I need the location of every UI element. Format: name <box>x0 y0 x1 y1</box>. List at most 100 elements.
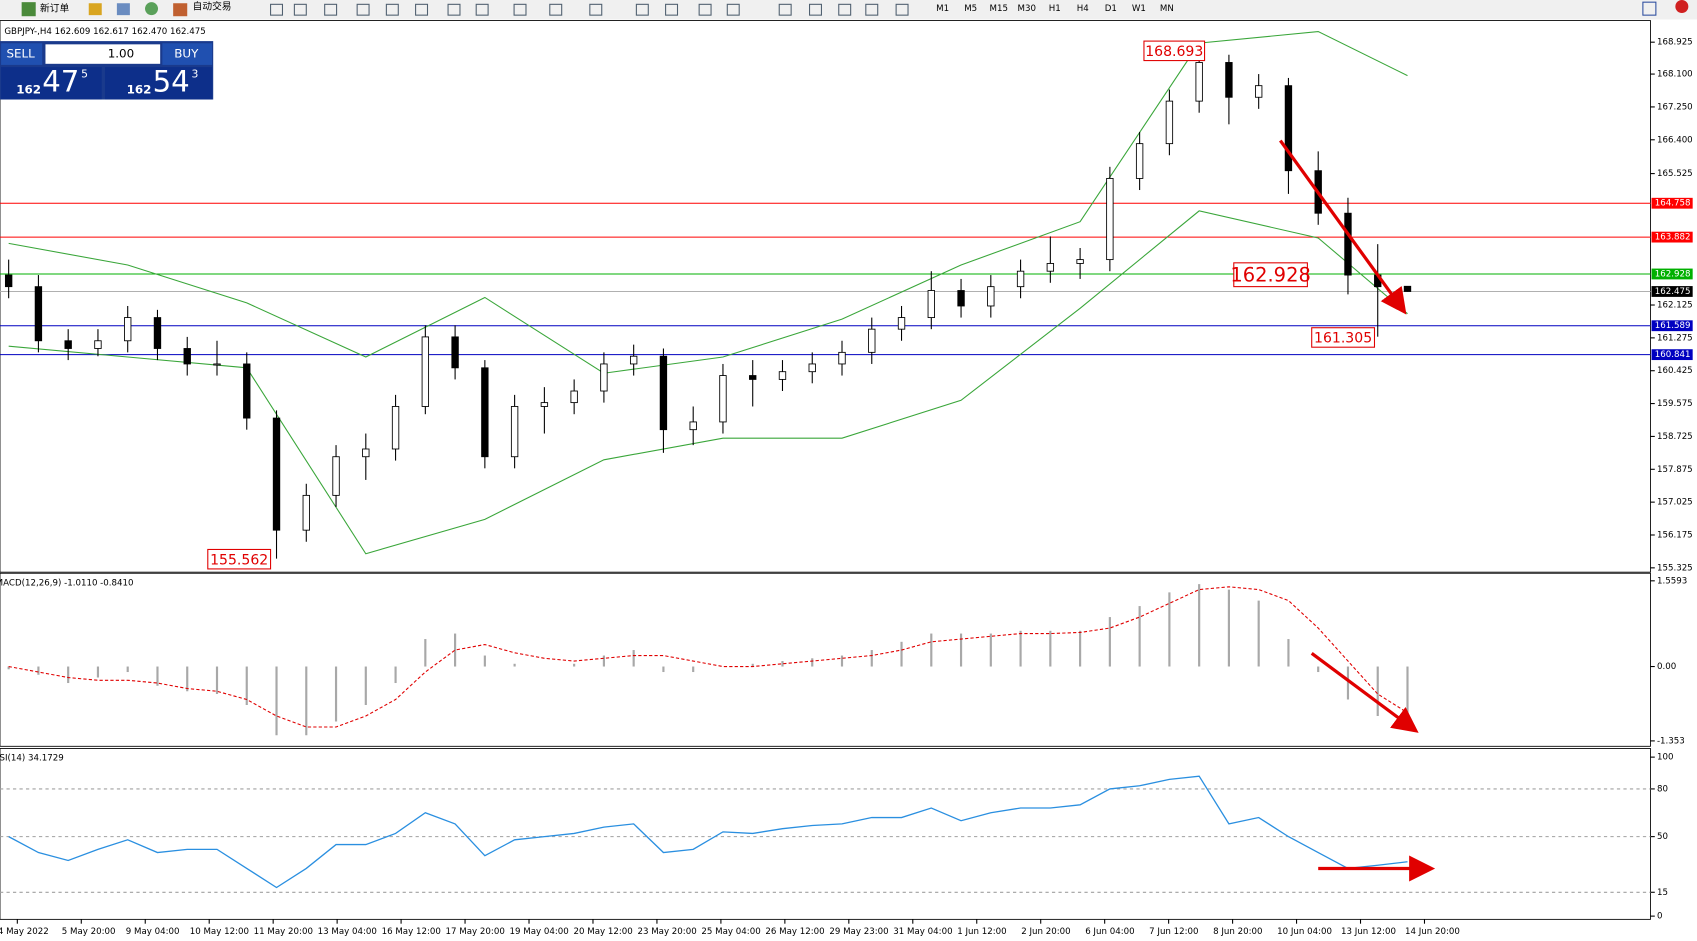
tool-icon[interactable] <box>116 3 130 16</box>
tool-icon[interactable] <box>808 3 822 16</box>
tool-icon[interactable] <box>385 3 399 16</box>
timeframe[interactable]: H4 <box>1077 4 1090 14</box>
tool-icon[interactable] <box>635 3 649 16</box>
toolbar <box>0 0 1697 20</box>
candle-body <box>1046 263 1055 272</box>
buy-big[interactable]: 162 <box>127 82 152 96</box>
level-label: 164.758 <box>1655 199 1691 209</box>
buy-main[interactable]: 54 <box>153 64 190 98</box>
x-tick-label: 1 Jun 12:00 <box>957 927 1006 937</box>
timeframe[interactable]: D1 <box>1105 4 1117 14</box>
chart-layer: 168.925 168.100 167.250 166.400 165.525 162.1… <box>0 31 1693 937</box>
new-order[interactable]: 新订单 <box>40 2 69 15</box>
tool-icon[interactable] <box>589 3 603 16</box>
y-tick-label: 156.175 <box>1657 530 1693 540</box>
candle-body <box>808 363 816 373</box>
price-annotation-box <box>1311 327 1376 348</box>
tool-icon[interactable] <box>475 3 489 16</box>
tool-icon[interactable] <box>513 3 527 16</box>
candle-body <box>34 286 43 342</box>
tool-icon[interactable] <box>270 3 284 16</box>
tool-icon[interactable] <box>356 3 370 16</box>
auto-trading[interactable]: 自动交易 <box>193 0 232 12</box>
y-tick-label: 100 <box>1657 753 1674 763</box>
buy-button[interactable] <box>162 43 213 65</box>
y-tick-label: 166.400 <box>1657 135 1693 145</box>
lots[interactable]: 1.00 <box>108 47 134 61</box>
candle-body <box>1016 270 1025 288</box>
buy-small[interactable]: 3 <box>192 68 199 81</box>
price-annotation-box <box>1233 262 1308 288</box>
candle-body <box>1403 285 1412 292</box>
auto-trading-icon[interactable] <box>173 3 188 17</box>
candle-body <box>838 351 846 365</box>
timeframe[interactable]: M15 <box>989 4 1007 14</box>
tool-icon[interactable] <box>865 3 879 16</box>
sell-button[interactable] <box>1 43 43 65</box>
new-order-icon[interactable] <box>21 2 36 17</box>
candle-body <box>957 290 965 307</box>
candle-body <box>927 290 935 319</box>
tool-icon[interactable] <box>293 3 307 16</box>
x-tick-label: 2 Jun 20:00 <box>1021 927 1070 937</box>
timeframe[interactable]: MN <box>1160 4 1174 14</box>
tool-icon[interactable] <box>698 3 712 16</box>
sell-main[interactable]: 47 <box>42 64 79 98</box>
x-tick-label: 5 May 20:00 <box>62 927 116 937</box>
x-tick-label: 4 May 2022 <box>0 927 49 937</box>
tool-icon[interactable] <box>895 3 909 16</box>
level-label: 160.841 <box>1655 350 1691 360</box>
tool-icon[interactable] <box>665 3 679 16</box>
candle-body <box>659 355 668 431</box>
sell[interactable]: SELL <box>6 47 35 61</box>
timeframe[interactable]: M30 <box>1018 4 1036 14</box>
tool-icon[interactable] <box>447 3 461 16</box>
timeframe[interactable]: H1 <box>1049 4 1061 14</box>
macd-panel <box>0 572 1651 747</box>
price-annotation: 155.562 <box>210 552 268 568</box>
tool-icon[interactable] <box>838 3 852 16</box>
candle-body <box>4 274 13 288</box>
sell-small[interactable]: 5 <box>81 68 88 81</box>
buy[interactable]: BUY <box>174 47 199 61</box>
timeframe[interactable]: M5 <box>964 4 977 14</box>
tool-icon[interactable] <box>415 3 429 16</box>
candle-body <box>749 375 757 380</box>
candle-body <box>629 355 638 365</box>
tool-icon[interactable] <box>324 3 338 16</box>
tool-icon[interactable] <box>726 3 740 16</box>
candle-body <box>1225 62 1233 98</box>
tool-icon[interactable] <box>145 2 159 16</box>
timeframe[interactable]: W1 <box>1132 4 1146 14</box>
tool-icon[interactable] <box>778 3 792 16</box>
rsi-panel <box>0 748 1651 920</box>
y-tick-label: 15 <box>1657 888 1668 898</box>
level-label: 162.475 <box>1655 287 1691 297</box>
tool-icon[interactable] <box>549 3 563 16</box>
y-tick-label: 161.275 <box>1657 333 1693 343</box>
y-tick-label: 155.325 <box>1657 563 1693 573</box>
x-tick-label: 13 Jun 12:00 <box>1341 927 1396 937</box>
x-tick-label: 6 Jun 04:00 <box>1085 927 1134 937</box>
notification[interactable] <box>1675 0 1689 13</box>
x-tick-label: 8 Jun 20:00 <box>1213 927 1262 937</box>
candle-body <box>570 390 578 404</box>
buy-price-box[interactable] <box>104 67 213 100</box>
y-tick-label: 80 <box>1657 784 1668 794</box>
search[interactable] <box>1642 1 1657 16</box>
main-chart <box>0 20 1651 573</box>
price-annotation: 168.693 <box>1145 44 1203 60</box>
sell-big[interactable]: 162 <box>16 82 41 96</box>
timeframe[interactable]: M1 <box>936 4 949 14</box>
candle-body <box>481 367 489 458</box>
sell-price-box[interactable] <box>1 67 102 100</box>
y-tick-label: 50 <box>1657 832 1668 842</box>
tool-icon[interactable] <box>88 3 102 16</box>
candle-body <box>1344 212 1352 276</box>
price-annotation: 161.305 <box>1314 331 1372 347</box>
lots-input[interactable] <box>45 44 161 64</box>
x-tick-label: 20 May 12:00 <box>573 927 632 937</box>
y-tick-label: 168.100 <box>1657 70 1693 80</box>
